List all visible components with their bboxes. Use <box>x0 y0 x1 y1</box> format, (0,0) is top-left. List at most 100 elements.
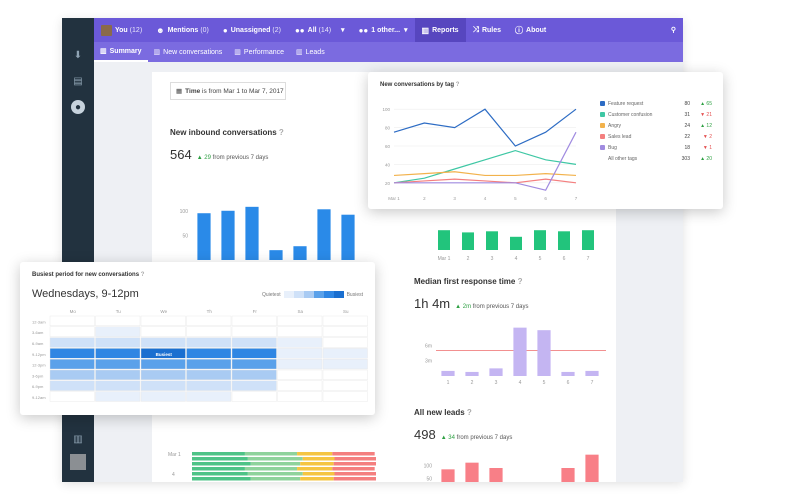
tab-new-conversations[interactable]: ▥ New conversations <box>148 42 229 62</box>
inbound-card: New inbound conversations ? 564 ▲ 29 fro… <box>170 128 284 162</box>
legend-swatch <box>600 123 605 128</box>
help-icon[interactable]: ? <box>455 82 460 88</box>
satisfaction-segment <box>333 477 376 481</box>
y-tick-label: 60 <box>385 144 391 149</box>
heatmap-cell <box>95 369 141 381</box>
satisfaction-segment <box>302 472 335 476</box>
y-tick-label: 50 <box>182 233 188 239</box>
reports-icon[interactable]: ● <box>71 100 85 114</box>
x-tick-label: Mar 1 <box>438 256 451 262</box>
legend-scale-step <box>323 291 334 298</box>
nav-unassigned[interactable]: ● Unassigned (2) <box>216 18 288 42</box>
satisfaction-segment <box>332 467 375 471</box>
x-tick-label: 7 <box>587 256 590 262</box>
bar <box>489 368 503 376</box>
bar-chart-icon: ▥ <box>296 49 303 56</box>
nav-mentions[interactable]: ☻ Mentions (0) <box>149 18 216 42</box>
inbox-icon[interactable]: ⬇ <box>73 49 83 61</box>
satisfaction-segment <box>250 477 301 481</box>
satisfaction-segment <box>334 457 376 461</box>
nav-rules[interactable]: ⤨ Rules <box>466 18 508 42</box>
heatmap-legend: Quietest Busiest <box>262 291 363 298</box>
legend-delta: ▲ 65 <box>700 100 712 107</box>
legend-item[interactable]: Angry 24 ▲ 12 <box>600 120 712 131</box>
legend-name: Sales lead <box>608 133 632 140</box>
nav-about[interactable]: ⓘ About <box>508 18 553 42</box>
bar <box>585 454 599 482</box>
legend-delta: ▼ 21 <box>700 111 712 118</box>
heatmap-cell <box>186 380 232 391</box>
day-label: Th <box>207 309 213 314</box>
help-icon[interactable]: ? <box>466 408 472 417</box>
help-icon[interactable]: ? <box>278 128 284 137</box>
x-tick-label: 4 <box>519 380 522 386</box>
help-icon[interactable]: ? <box>517 277 523 286</box>
busiest-overlay-card: Busiest period for new conversations ? W… <box>20 262 375 415</box>
nav-reports[interactable]: ▥ Reports <box>414 18 466 42</box>
legend-item[interactable]: Sales lead 22 ▼ 2 <box>600 131 712 142</box>
heatmap-cell <box>95 326 141 337</box>
satisfaction-segment <box>192 462 251 466</box>
contacts-icon[interactable]: ▤ <box>73 75 83 87</box>
bar <box>561 371 575 376</box>
heatmap-cell <box>95 315 141 327</box>
user-avatar[interactable] <box>70 454 86 470</box>
satisfaction-segment <box>297 467 333 471</box>
satisfaction-segment <box>334 472 376 476</box>
tags-legend: Feature request 80 ▲ 65 Customer confusion 3… <box>600 98 712 164</box>
hour-label: 6-9pm <box>32 384 44 389</box>
hour-label: 6-9am <box>32 341 44 346</box>
x-tick-label: Mar 1 <box>388 196 400 201</box>
legend-swatch <box>600 101 605 106</box>
legend-busiest: Busiest <box>346 291 363 298</box>
busiest-value: Wednesdays, 9-12pm <box>32 288 139 300</box>
legend-item[interactable]: Feature request 80 ▲ 65 <box>600 98 712 109</box>
heatmap-cell <box>186 326 232 337</box>
legend-item[interactable]: Customer confusion 31 ▼ 21 <box>600 109 712 120</box>
nav-all[interactable]: ●● All (14) ▾ <box>288 18 352 42</box>
heatmap-cell <box>231 380 277 391</box>
heatmap-cell <box>322 315 368 327</box>
book-icon[interactable]: ▥ <box>73 433 83 445</box>
tab-performance[interactable]: ▥ Performance <box>228 42 290 62</box>
bar <box>269 250 283 260</box>
busiest-cell-label: Busiest <box>156 352 173 357</box>
search-icon[interactable]: ⚲ <box>670 27 676 34</box>
heatmap-cell <box>186 359 232 370</box>
day-label: We <box>160 309 167 314</box>
help-icon[interactable]: ? <box>140 272 145 278</box>
heatmap-cell <box>231 369 277 381</box>
satisfaction-segment <box>247 472 303 476</box>
bar <box>245 206 259 260</box>
day-label: Tu <box>116 309 122 314</box>
legend-quietest: Quietest <box>261 291 281 298</box>
satisfaction-segment <box>192 457 248 461</box>
satisfaction-segment <box>244 467 298 471</box>
day-label: Mo <box>70 309 77 314</box>
legend-item[interactable]: All other tags 303 ▲ 20 <box>600 153 712 164</box>
heatmap-cell <box>49 326 95 337</box>
response-delta-text: from previous 7 days <box>472 304 529 310</box>
legend-item[interactable]: Bug 18 ▼ 1 <box>600 142 712 153</box>
nav-others[interactable]: ●● 1 other... ▾ <box>352 18 415 42</box>
bar <box>441 469 455 482</box>
team-icon: ●● <box>294 25 305 35</box>
heatmap-cell <box>140 380 186 391</box>
busiest-title-row: Busiest period for new conversations ? <box>32 272 144 278</box>
person-icon: ● <box>222 25 228 35</box>
time-filter[interactable]: ▦ Time is from Mar 1 to Mar 7, 2017 <box>170 82 286 100</box>
tab-leads[interactable]: ▥ Leads <box>290 42 331 62</box>
satisfaction-segment <box>192 477 251 481</box>
nav-you[interactable]: You (12) <box>94 18 149 42</box>
nav-reports-label: Reports <box>432 26 459 34</box>
heatmap-cell <box>322 391 368 402</box>
heatmap-cell <box>322 369 368 381</box>
chevron-down-icon: ▾ <box>404 27 408 34</box>
legend-scale-step <box>283 291 294 298</box>
x-tick-label: 6 <box>563 256 566 262</box>
y-tick-label: 100 <box>424 463 433 469</box>
satisfaction-segment <box>300 462 334 466</box>
tab-summary[interactable]: ▥ Summary <box>94 42 148 62</box>
bar-chart-icon: ▥ <box>234 49 241 56</box>
x-tick-label: 5 <box>514 196 517 201</box>
